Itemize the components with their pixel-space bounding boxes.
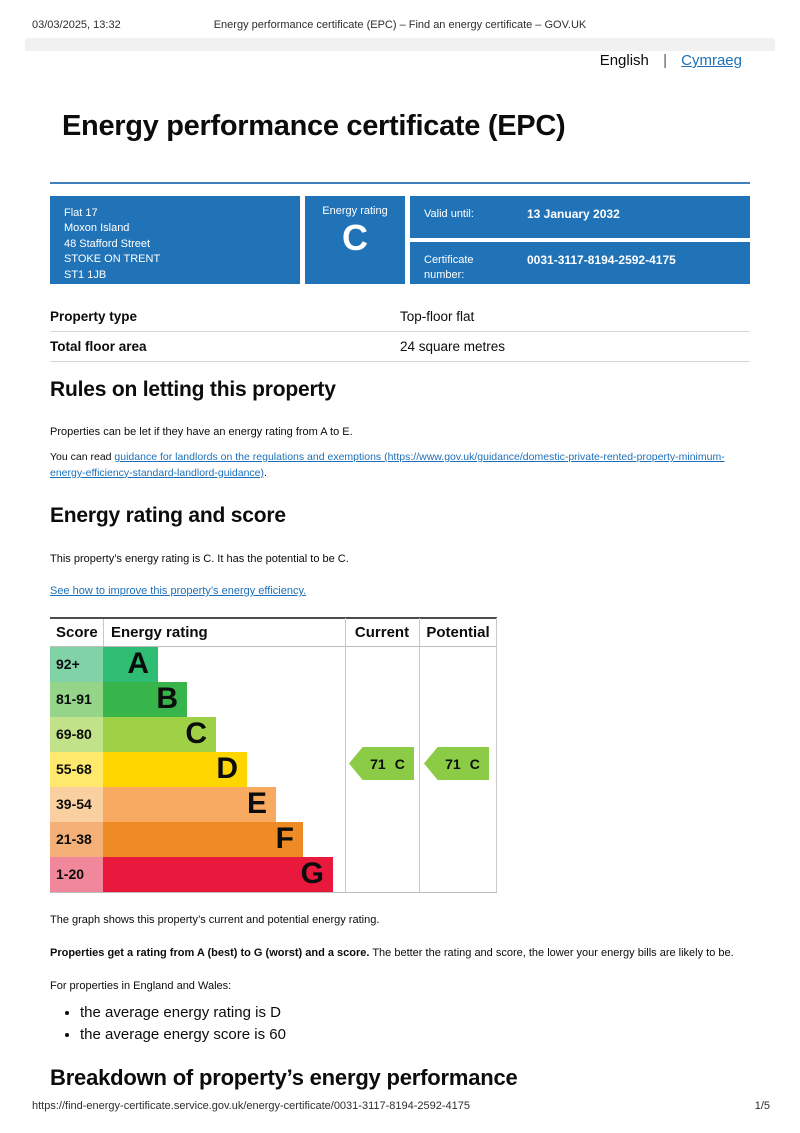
grid-line <box>496 618 497 892</box>
address-line: STOKE ON TRENT <box>64 253 161 266</box>
language-switcher: English | Cymraeg <box>600 52 742 69</box>
address-line: 48 Stafford Street <box>64 237 151 250</box>
floor-area-label: Total floor area <box>50 339 147 354</box>
property-type-label: Property type <box>50 309 138 324</box>
floor-area-value: 24 square metres <box>400 339 506 354</box>
band-score: 69-80 <box>50 717 103 752</box>
valid-until-label: Valid until: <box>424 208 474 220</box>
potential-score: 71 <box>445 755 461 772</box>
grid-line <box>419 618 420 892</box>
epc-band-row: 81-91 B <box>50 682 497 717</box>
grid-line <box>103 619 104 646</box>
epc-band-row: 92+ A <box>50 647 497 682</box>
epc-band-row: 21-38 F <box>50 822 497 857</box>
potential-band: C <box>469 755 480 772</box>
column-header-rating: Energy rating <box>111 624 208 641</box>
address-line: ST1 1JB <box>64 268 107 281</box>
epc-band-row: 55-68 D <box>50 752 497 787</box>
table-row: Property type Top-floor flat <box>50 302 750 332</box>
rating-explanation-bold: Properties get a rating from A (best) to… <box>50 947 370 959</box>
epc-chart-header: Score Energy rating Current Potential <box>50 619 497 647</box>
list-item: the average energy rating is D <box>80 1003 700 1023</box>
band-score: 81-91 <box>50 682 103 717</box>
energy-rating-cell: Energy rating C <box>305 196 405 284</box>
certificate-details: Valid until: 13 January 2032 Certificate… <box>410 196 750 284</box>
band-score: 1-20 <box>50 857 103 892</box>
rules-link-prefix: You can read <box>50 451 115 463</box>
table-row: Total floor area 24 square metres <box>50 332 750 362</box>
property-facts: Property type Top-floor flat Total floor… <box>50 302 750 362</box>
landlord-guidance-link[interactable]: guidance for landlords on the regulation… <box>50 451 725 479</box>
band-bar-d: D <box>103 752 247 787</box>
language-separator: | <box>663 52 667 69</box>
property-address: Flat 17 Moxon Island 48 Stafford Street … <box>50 196 300 284</box>
print-footer-page: 1/5 <box>754 1100 770 1112</box>
averages-list: the average energy rating is D the avera… <box>80 1003 700 1048</box>
rating-explanation: Properties get a rating from A (best) to… <box>50 945 750 962</box>
certificate-number-value: 0031-3117-8194-2592-4175 <box>527 253 676 267</box>
england-wales-intro: For properties in England and Wales: <box>50 980 232 992</box>
grid-line <box>345 618 346 892</box>
current-band: C <box>394 755 405 772</box>
improve-link-paragraph: See how to improve this property’s energ… <box>50 583 750 600</box>
certificate-summary-box: Flat 17 Moxon Island 48 Stafford Street … <box>50 196 750 284</box>
rules-link-suffix: . <box>264 466 267 479</box>
band-bar-e: E <box>103 787 276 822</box>
energy-rating-label: Energy rating <box>322 205 388 217</box>
epc-band-row: 1-20 G <box>50 857 497 892</box>
band-score: 55-68 <box>50 752 103 787</box>
band-score: 21-38 <box>50 822 103 857</box>
band-bar-a: A <box>103 647 158 682</box>
page-top-strip <box>25 38 775 51</box>
band-score: 92+ <box>50 647 103 682</box>
rating-paragraph: This property’s energy rating is C. It h… <box>50 553 349 565</box>
property-type-value: Top-floor flat <box>400 309 475 324</box>
current-score: 71 <box>370 755 386 772</box>
epc-band-row: 69-80 C <box>50 717 497 752</box>
rating-heading: Energy rating and score <box>50 504 286 527</box>
energy-rating-value: C <box>342 217 368 258</box>
print-timestamp: 03/03/2025, 13:32 <box>32 19 121 31</box>
epc-band-row: 39-54 E <box>50 787 497 822</box>
breakdown-heading: Breakdown of property’s energy performan… <box>50 1065 518 1090</box>
certificate-number-label: Certificate number: <box>424 254 474 281</box>
rules-paragraph: Properties can be let if they have an en… <box>50 426 353 438</box>
list-item: the average energy score is 60 <box>80 1025 700 1045</box>
epc-rating-chart: Score Energy rating Current Potential 92… <box>50 617 497 893</box>
rules-link-paragraph: You can read guidance for landlords on t… <box>50 450 750 482</box>
page-title: Energy performance certificate (EPC) <box>62 110 566 142</box>
epc-chart-body: 92+ A 81-91 B 69-80 C 55-68 D 39-54 E 21… <box>50 618 497 892</box>
potential-rating-arrow: 71 C <box>424 747 489 780</box>
column-header-score: Score <box>56 624 98 641</box>
language-current: English <box>599 52 649 69</box>
title-divider <box>50 182 750 184</box>
certificate-number-row: Certificate number: 0031-3117-8194-2592-… <box>410 242 750 284</box>
improve-efficiency-link[interactable]: See how to improve this property’s energ… <box>50 585 307 597</box>
address-line: Moxon Island <box>64 222 130 235</box>
band-bar-f: F <box>103 822 303 857</box>
address-line: Flat 17 <box>64 207 98 219</box>
band-bar-b: B <box>103 682 187 717</box>
print-footer-url: https://find-energy-certificate.service.… <box>32 1100 471 1112</box>
graph-description: The graph shows this property’s current … <box>50 914 380 926</box>
column-header-potential: Potential <box>426 624 490 641</box>
valid-until-row: Valid until: 13 January 2032 <box>410 196 750 238</box>
band-bar-c: C <box>103 717 216 752</box>
current-rating-arrow: 71 C <box>349 747 414 780</box>
rating-explanation-rest: The better the rating and score, the low… <box>369 947 734 959</box>
print-doc-title: Energy performance certificate (EPC) – F… <box>213 19 587 31</box>
column-header-current: Current <box>354 624 410 641</box>
band-bar-g: G <box>103 857 333 892</box>
band-score: 39-54 <box>50 787 103 822</box>
language-link-cymraeg[interactable]: Cymraeg <box>681 52 742 69</box>
rules-heading: Rules on letting this property <box>50 378 336 401</box>
valid-until-value: 13 January 2032 <box>527 207 620 221</box>
